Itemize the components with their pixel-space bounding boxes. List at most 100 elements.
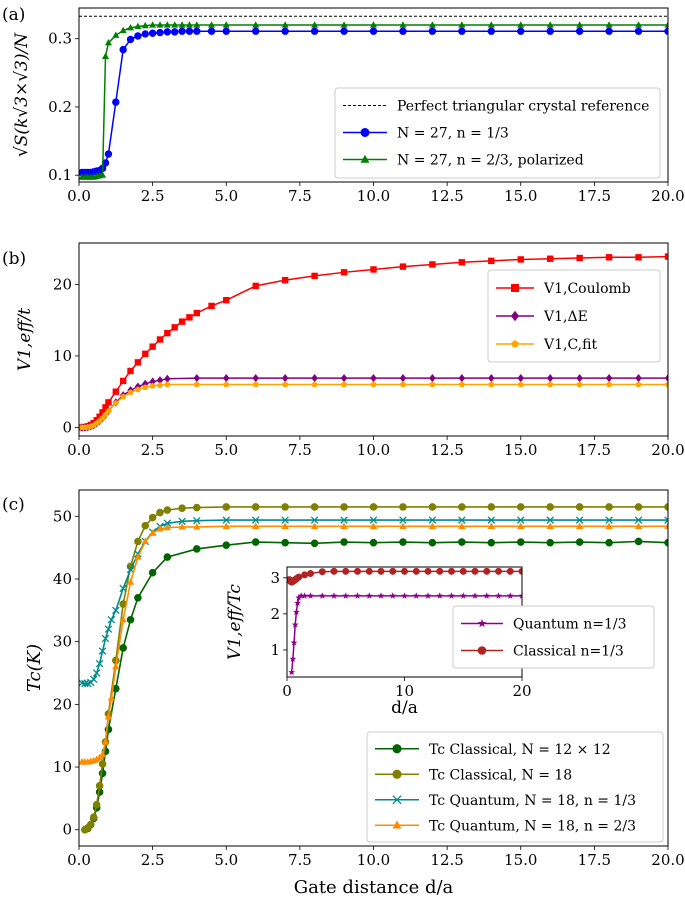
c-series-2-point xyxy=(222,516,231,524)
b-xtick-label: 0.0 xyxy=(67,441,91,459)
b-series-1-point xyxy=(664,373,668,383)
b-series-1-point xyxy=(223,373,230,383)
panel-a-letter: (a) xyxy=(2,5,25,25)
a-legend-label: Perfect triangular crystal reference xyxy=(397,99,649,115)
b-series-0-point xyxy=(488,257,495,265)
a-series-0-point xyxy=(369,27,378,35)
c-series-3-point xyxy=(126,578,135,585)
a-series-1-point xyxy=(517,21,525,28)
c-series-3-point xyxy=(193,523,201,530)
a-series-0-point xyxy=(517,27,525,35)
a-series-1-point xyxy=(311,21,319,28)
b-legend-marker xyxy=(511,340,519,348)
a-xtick-label: 17.5 xyxy=(578,187,611,205)
b-ylabel: V1,eff/t xyxy=(15,308,35,371)
b-series-1-point xyxy=(605,373,613,383)
c-series-1-point xyxy=(458,503,466,511)
c-inset-series-0-point xyxy=(401,592,408,599)
b-series-1-point xyxy=(399,373,407,383)
b-series-1-point xyxy=(635,373,642,383)
c-series-2-point xyxy=(458,516,466,524)
c-inset-series-1-point xyxy=(483,567,491,575)
c-series-2-point xyxy=(126,565,135,574)
b-series-0-point xyxy=(399,263,407,270)
b-series-0-point xyxy=(134,359,142,366)
a-series-1-point xyxy=(635,21,643,28)
c-inset-xtick-label: 0 xyxy=(282,682,292,700)
a-series-1-point xyxy=(252,21,260,28)
c-series-2-point xyxy=(107,615,116,624)
c-inset-series-1-point xyxy=(401,567,408,575)
b-legend-frame xyxy=(487,269,661,363)
a-series-1-point xyxy=(546,21,554,28)
c-series-1-point xyxy=(428,503,437,511)
c-series-2-point xyxy=(605,516,613,524)
c-series-1-point xyxy=(516,503,525,511)
c-inset-series-0-point xyxy=(294,599,301,606)
c-inset-series-0-point xyxy=(471,592,479,599)
a-xtick-label: 0.0 xyxy=(67,187,91,205)
a-legend: Perfect triangular crystal reference N = … xyxy=(334,87,661,179)
b-series-1-point xyxy=(193,373,200,383)
c-series-1-point xyxy=(487,503,496,511)
b-series-2-point xyxy=(341,381,348,388)
a-series-0-point xyxy=(163,28,172,36)
c-series-2-point xyxy=(89,675,98,684)
c-inset-series-1-point xyxy=(459,567,467,575)
c-series-2-point xyxy=(193,516,201,525)
c-series-3-point xyxy=(399,522,407,529)
b-series-1-point xyxy=(429,373,436,383)
b-series-2-point xyxy=(282,381,289,388)
c-series-3-point xyxy=(664,522,668,529)
b-series-0-point xyxy=(340,269,348,276)
c-inset-series-0-points xyxy=(288,592,522,676)
b-series-2-point xyxy=(142,384,149,390)
c-series-1-point xyxy=(92,800,101,809)
c-inset-ylabel: V1,eff/Tc xyxy=(225,584,245,660)
b-series-0-point xyxy=(99,409,106,416)
a-series-0-point xyxy=(193,27,201,35)
b-series-2-point xyxy=(223,381,230,388)
c-xtick-label: 5.0 xyxy=(214,851,238,869)
a-series-1-point xyxy=(112,31,120,38)
a-series-0-point xyxy=(281,27,289,35)
c-inset-series-1-point xyxy=(330,567,338,575)
a-series-1-point xyxy=(104,38,112,46)
a-series-1-point xyxy=(208,21,216,28)
c-series-1-point xyxy=(634,503,643,511)
a-series-0-point xyxy=(141,30,149,38)
c-series-3-point xyxy=(222,522,230,529)
c-series-2-point xyxy=(112,606,120,615)
b-series-1-point xyxy=(156,376,164,385)
a-series-0-point xyxy=(156,28,164,37)
b-series-0-point xyxy=(171,324,178,331)
c-series-3-point xyxy=(340,522,348,529)
c-inset-series-1-point xyxy=(495,567,502,575)
panel-c-letter: (c) xyxy=(2,495,25,515)
a-series-0-point xyxy=(185,27,194,35)
b-series-2-point xyxy=(635,381,642,388)
c-series-1-point xyxy=(369,503,378,511)
a-legend-marker xyxy=(360,128,370,137)
c-series-0-point xyxy=(126,615,135,624)
c-inset-series-0-point xyxy=(506,592,514,599)
a-series-1-point xyxy=(399,21,407,28)
c-xtick-label: 2.5 xyxy=(141,851,165,869)
b-series-0-point xyxy=(458,259,466,266)
c-inset-series-0-point xyxy=(495,592,502,599)
b-series-2-point xyxy=(156,382,164,388)
c-series-3-point xyxy=(156,524,164,532)
c-series-3-point xyxy=(458,522,466,529)
c-inset-series-1-point xyxy=(412,567,420,575)
a-series-0-point xyxy=(605,27,613,35)
c-series-0-point xyxy=(163,553,172,561)
c-legend-marker xyxy=(392,795,402,805)
a-series-0-point xyxy=(207,27,216,35)
c-series-0-point xyxy=(487,538,496,547)
c-series-0-point xyxy=(458,538,466,546)
c-series-2-point xyxy=(119,584,127,593)
c-inset-series-0-point xyxy=(290,639,298,646)
c-legend-marker xyxy=(392,744,402,754)
b-series-0-point xyxy=(370,266,377,273)
c-series-2-point xyxy=(546,516,554,524)
